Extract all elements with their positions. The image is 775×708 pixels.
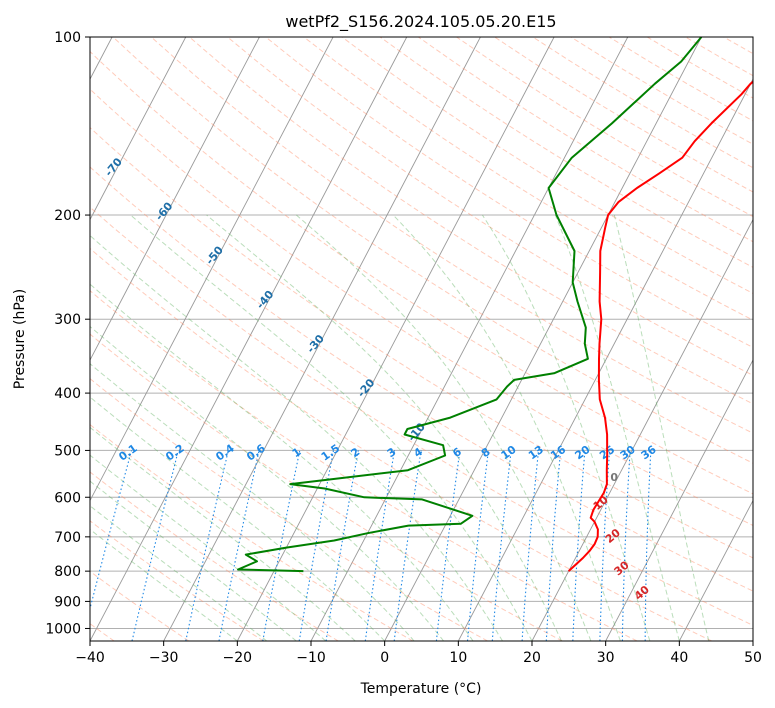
moist-adiabat-line bbox=[90, 505, 268, 641]
profile-series bbox=[237, 37, 753, 573]
y-tick-label: 100 bbox=[54, 30, 81, 46]
moist-adiabat-line bbox=[90, 426, 356, 641]
x-tick-label: 50 bbox=[744, 650, 762, 666]
isotherm-line bbox=[605, 359, 753, 641]
dry-adiabat-line bbox=[90, 88, 753, 527]
isotherm-line bbox=[310, 37, 629, 641]
x-tick-label: 0 bbox=[380, 650, 389, 666]
y-tick-label: 1000 bbox=[45, 621, 81, 637]
dry-adiabat-line bbox=[112, 37, 753, 464]
x-tick-label: −20 bbox=[223, 650, 253, 666]
isotherm-line bbox=[90, 37, 408, 641]
y-axis-label: Pressure (hPa) bbox=[12, 289, 28, 389]
x-tick-label: 20 bbox=[523, 650, 541, 666]
dry-adiabat-line bbox=[303, 37, 753, 321]
dry-adiabat-line bbox=[90, 424, 414, 641]
mixing-ratio-line bbox=[90, 450, 133, 611]
x-tick-label: −10 bbox=[296, 650, 326, 666]
moist-adiabat-line bbox=[392, 214, 621, 641]
isotherm-line bbox=[90, 37, 187, 221]
y-tick-label: 500 bbox=[54, 443, 81, 459]
zero-label: 0 bbox=[610, 471, 618, 484]
mixing-ratio-line bbox=[364, 450, 396, 641]
isotherm-line bbox=[384, 37, 702, 641]
isotherm-line bbox=[752, 640, 753, 641]
mixing-ratio-line bbox=[393, 450, 422, 641]
y-tick-label: 300 bbox=[54, 312, 81, 328]
y-tick-label: 200 bbox=[54, 208, 81, 224]
isotherm-line bbox=[531, 218, 753, 641]
moist-adiabat-line bbox=[90, 234, 503, 641]
dry-adiabat-line bbox=[90, 520, 264, 641]
mixing-ratio-line bbox=[466, 450, 490, 641]
moist-adiabat-line bbox=[90, 325, 444, 641]
moist-adiabat-line bbox=[90, 396, 386, 641]
moist-adiabat-line bbox=[90, 283, 474, 641]
temperature-line bbox=[567, 80, 753, 572]
moist-adiabat-line bbox=[90, 480, 297, 641]
y-tick-label: 400 bbox=[54, 386, 81, 402]
plot-background bbox=[90, 37, 753, 641]
chart-title: wetPf2_S156.2024.105.05.20.E15 bbox=[285, 12, 556, 32]
y-tick-label: 600 bbox=[54, 490, 81, 506]
isotherm-line bbox=[90, 37, 260, 362]
mixing-ratio-line bbox=[131, 450, 179, 641]
isotherm-line bbox=[236, 37, 555, 641]
isotherm-label: -90 bbox=[1, 67, 24, 91]
dry-adiabat-line bbox=[90, 206, 753, 626]
dry-adiabat-line bbox=[90, 50, 753, 495]
x-tick-label: 40 bbox=[670, 650, 688, 666]
x-tick-label: 10 bbox=[449, 650, 467, 666]
isotherm-line bbox=[90, 37, 334, 502]
plot-frame bbox=[89, 36, 754, 642]
axes: −40 −30 −20 −10 0 10 20 30 40 50 100 200 300 400 500 60… bbox=[45, 30, 762, 666]
x-tick-label: −40 bbox=[75, 650, 105, 666]
isotherm-line bbox=[163, 37, 481, 641]
moist-adiabat-line bbox=[90, 363, 415, 641]
y-tick-label: 800 bbox=[54, 564, 81, 580]
moist-adiabat-line bbox=[130, 214, 533, 641]
x-tick-label: −30 bbox=[149, 650, 179, 666]
isotherm-line bbox=[678, 499, 753, 641]
isotherm-line bbox=[457, 78, 753, 641]
isotherm-label: -80 bbox=[52, 111, 75, 135]
dry-adiabat-line bbox=[227, 37, 753, 376]
moist-adiabat-line bbox=[206, 214, 562, 641]
dry-adiabat-line bbox=[90, 471, 339, 641]
moist-adiabat-line bbox=[295, 214, 592, 641]
moist-adiabat-line bbox=[481, 214, 651, 641]
x-axis-label: Temperature (°C) bbox=[360, 681, 482, 697]
dry-adiabat-line bbox=[90, 378, 488, 641]
dry-adiabat-line bbox=[90, 570, 190, 641]
moist-adiabat-line bbox=[90, 454, 327, 641]
dewpoint-line bbox=[237, 37, 703, 573]
mixing-ratio-line bbox=[435, 450, 461, 641]
plot-area bbox=[90, 37, 753, 641]
y-tick-label: 700 bbox=[54, 530, 81, 546]
dry-adiabat-line bbox=[265, 37, 753, 349]
moist-adiabat-line bbox=[554, 214, 680, 641]
dry-adiabat-line bbox=[90, 333, 563, 641]
y-tick-label: 900 bbox=[54, 594, 81, 610]
mixing-ratio-line bbox=[491, 450, 512, 641]
dry-adiabat-line bbox=[90, 289, 638, 641]
moist-adiabat-line bbox=[613, 214, 710, 641]
dry-adiabat-line bbox=[90, 166, 753, 592]
x-tick-label: 30 bbox=[597, 650, 615, 666]
